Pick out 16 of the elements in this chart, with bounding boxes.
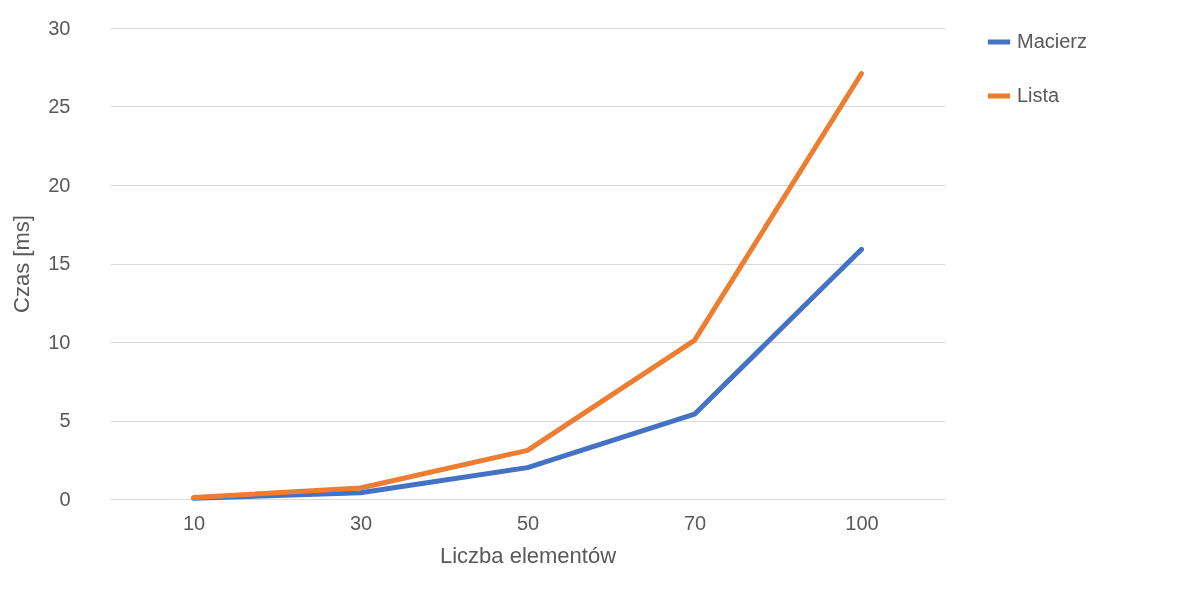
x-tick-label: 100 [845, 511, 879, 534]
x-tick-label: 30 [349, 511, 373, 534]
y-tick-label: 10 [48, 330, 71, 353]
y-tick-label: 30 [48, 16, 71, 39]
legend-label: Macierz [1017, 30, 1088, 52]
legend-label: Lista [1017, 84, 1061, 106]
y-tick-label: 25 [48, 95, 71, 117]
y-tick-label: 15 [48, 252, 71, 274]
x-axis-title: Liczba elementów [439, 542, 617, 568]
x-tick-label: 10 [182, 511, 206, 534]
y-axis-title: Czas [ms] [9, 215, 35, 313]
x-tick-label: 70 [683, 511, 707, 534]
y-tick-label: 5 [59, 409, 71, 431]
x-tick-label: 50 [516, 511, 540, 534]
y-tick-label: 20 [48, 173, 71, 196]
y-tick-label: 0 [59, 487, 71, 510]
